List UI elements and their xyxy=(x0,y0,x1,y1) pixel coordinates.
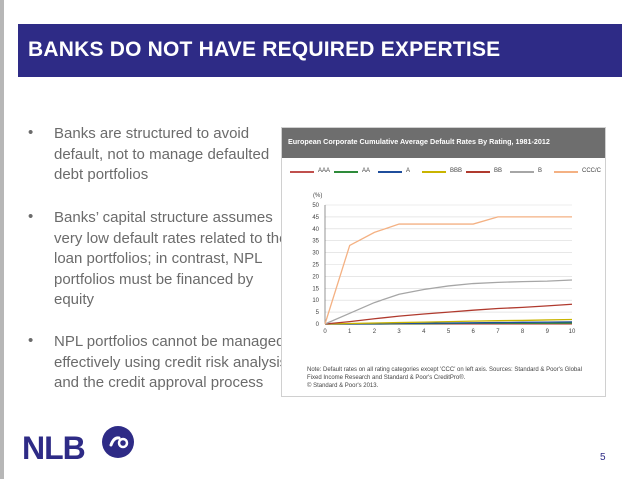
x-tick-label: 8 xyxy=(521,329,525,335)
x-tick-label: 0 xyxy=(323,329,327,335)
y-tick-label: 25 xyxy=(312,263,319,269)
x-tick-label: 3 xyxy=(397,329,401,335)
legend-swatch xyxy=(554,171,578,173)
x-tick-label: 7 xyxy=(496,329,500,335)
bullet-text: Banks are structured to avoid default, n… xyxy=(54,125,270,183)
legend-label: BBB xyxy=(450,168,463,174)
title-bar: BANKS DO NOT HAVE REQUIRED EXPERTISE xyxy=(18,24,622,77)
chart-panel: European Corporate Cumulative Average De… xyxy=(281,127,606,397)
chart-legend: AAA AA A BBB BB B CCC/C xyxy=(290,168,601,180)
x-tick-label: 5 xyxy=(447,329,451,335)
legend-swatch xyxy=(466,171,490,173)
bullet-text: Banks’ capital structure assumes very lo… xyxy=(54,209,288,308)
left-edge-rule xyxy=(0,0,4,479)
bullet-text: NPL portfolios cannot be managed effecti… xyxy=(54,333,288,391)
series-line-b xyxy=(324,279,573,325)
chart-copyright: © Standard & Poor's 2013. xyxy=(307,383,379,389)
legend-label: AAA xyxy=(318,168,331,174)
nlb-logo: NLB xyxy=(22,426,134,466)
legend-label: BB xyxy=(494,168,503,174)
y-tick-label: 45 xyxy=(312,215,319,221)
y-tick-label: 0 xyxy=(316,322,320,328)
y-tick-label: 50 xyxy=(312,203,319,209)
slide-title: BANKS DO NOT HAVE REQUIRED EXPERTISE xyxy=(28,38,501,61)
legend-swatch xyxy=(378,171,402,173)
series-line-ccc-c xyxy=(324,216,572,325)
page-number: 5 xyxy=(600,452,606,463)
x-tick-label: 2 xyxy=(373,329,377,335)
legend-label: A xyxy=(406,168,411,174)
y-tick-label: 10 xyxy=(312,298,319,304)
y-axis-label: (%) xyxy=(313,193,322,199)
bullet-marker: • xyxy=(28,124,34,141)
x-tick-label: 10 xyxy=(569,329,576,335)
logo-wordmark: NLB xyxy=(22,430,86,466)
y-tick-label: 40 xyxy=(312,227,319,233)
y-tick-label: 15 xyxy=(312,286,319,292)
bullet-marker: • xyxy=(28,208,34,225)
bullet-marker: • xyxy=(28,332,34,349)
y-tick-label: 35 xyxy=(312,239,319,245)
legend-label: CCC/C xyxy=(582,168,601,174)
x-tick-label: 9 xyxy=(546,329,550,335)
y-tick-label: 20 xyxy=(312,274,319,280)
chart-source-note: Note: Default rates on all rating catego… xyxy=(307,367,582,381)
legend-swatch xyxy=(422,171,446,173)
x-tick-label: 6 xyxy=(472,329,476,335)
x-tick-label: 4 xyxy=(422,329,426,335)
chart-header: European Corporate Cumulative Average De… xyxy=(282,128,605,158)
legend-swatch xyxy=(290,171,314,173)
y-tick-label: 5 xyxy=(316,310,320,316)
legend-swatch xyxy=(510,171,534,173)
chart-note: Note: Default rates on all rating catego… xyxy=(307,366,597,390)
legend-swatch xyxy=(334,171,358,173)
legend-label: B xyxy=(538,168,543,174)
y-tick-label: 30 xyxy=(312,251,319,257)
x-tick-label: 1 xyxy=(348,329,352,335)
legend-label: AA xyxy=(362,168,371,174)
series-line-bbb xyxy=(324,318,573,325)
series-line-bb xyxy=(324,303,573,325)
chart-title: European Corporate Cumulative Average De… xyxy=(288,137,550,146)
logo-badge-icon xyxy=(102,426,134,458)
